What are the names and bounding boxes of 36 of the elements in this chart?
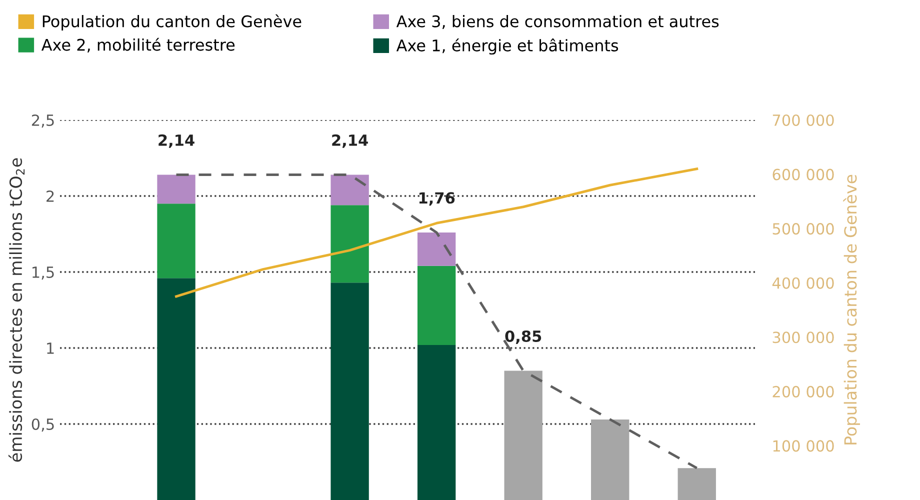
y2-tick-label: 500 000 [772,223,834,235]
legend-label: Axe 3, biens de consommation et autres [396,15,719,30]
bar [504,370,542,500]
bar [157,204,196,278]
total-label: 2,14 [158,134,194,148]
y2-tick-label: 300 000 [772,332,834,344]
bar [330,282,369,500]
y2-tick-label: 100 000 [773,440,834,452]
bar [330,205,369,283]
legend-label: Axe 2, mobilité terrestre [41,38,235,52]
y-tick-label: 2 [46,190,54,202]
y2-tick-label: 200 000 [772,386,834,398]
legend-label: Axe 1, énergie et bâtiments [396,38,618,55]
total-label: 1,76 [419,192,455,206]
total-label: 2,14 [332,134,368,148]
total-label: 0,85 [505,330,542,344]
y2-tick-label: 600 000 [772,168,834,180]
bar [330,174,369,206]
y2-tick-label: 400 000 [772,277,834,289]
bar [417,232,456,266]
bar [417,266,456,345]
legend-label: Population du canton de Genève [42,14,302,30]
bar [591,419,630,500]
y2-tick-label: 700 000 [772,114,834,126]
y-tick-label: 0,5 [32,418,54,432]
bar [678,468,716,500]
line-series [175,168,698,298]
line-series [175,173,698,470]
bar [157,174,196,204]
y-tick-label: 1,5 [32,266,54,280]
bar [157,278,196,500]
y2-axis-title: Population du canton de Genève [843,174,860,444]
y-tick-label: 2,5 [32,114,54,128]
bar [417,344,456,500]
y-axis-title: émissions directes en millions tCO$_{2}$e [8,158,25,462]
y-tick-label: 1 [47,342,54,354]
